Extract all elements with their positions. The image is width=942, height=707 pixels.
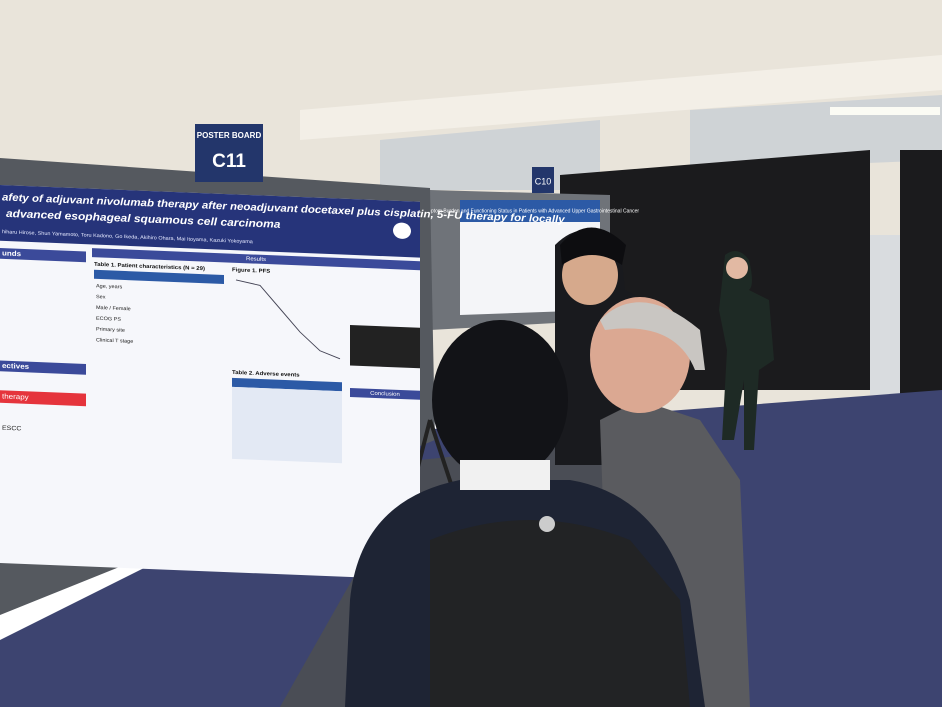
table-header: [94, 269, 224, 284]
backpack: [430, 520, 690, 707]
sign-number: C10: [535, 176, 552, 186]
table-row-label: Age, years: [96, 284, 123, 291]
section-heading: Results: [246, 256, 266, 262]
table-rows: Age, years Sex Male / Female ECOG PS Primary…: [96, 284, 133, 345]
badge: [539, 516, 555, 532]
table-row-label: Male / Female: [96, 305, 131, 312]
table-body: [232, 386, 342, 464]
table-title: Table 2. Adverse events: [232, 370, 300, 378]
second-poster-title: Symptom Burden and Functioning Status in…: [421, 208, 640, 214]
hair: [560, 227, 626, 265]
gap: [870, 235, 900, 395]
table-row-label: ECOG PS: [96, 316, 122, 323]
section-text: ESCC: [2, 425, 22, 432]
collar: [460, 460, 550, 490]
highlight-band: [0, 390, 86, 407]
section-heading: unds: [2, 249, 21, 258]
section-band: [0, 248, 86, 263]
face: [726, 257, 748, 279]
head: [432, 320, 568, 480]
figure-title: Figure 1. PFS: [232, 268, 270, 275]
km-curve: [235, 279, 341, 360]
section-band: [0, 360, 86, 375]
section-heading: ectives: [2, 361, 29, 371]
sign: [195, 124, 263, 182]
section-heading: Conclusion: [370, 391, 400, 398]
second-poster-header: [460, 200, 600, 222]
section-band: [350, 388, 420, 400]
poster-header: [0, 185, 420, 258]
table-row-label: Sex: [96, 294, 106, 300]
ceiling-light: [830, 107, 940, 115]
curtain: [900, 150, 942, 400]
sign-number: C11: [212, 151, 246, 172]
sign-label: POSTER BOARD: [197, 131, 262, 140]
hair: [600, 302, 705, 370]
person: [719, 251, 774, 450]
face: [562, 245, 618, 305]
wall-band: [300, 55, 942, 140]
poster-sheet: [0, 185, 420, 580]
table-header: [232, 377, 342, 392]
sign: [532, 167, 554, 193]
logo: [393, 222, 411, 239]
section-heading: therapy: [2, 392, 29, 402]
ct-images: [350, 325, 420, 369]
section-band: [92, 248, 420, 271]
table-row-label: Primary site: [96, 327, 125, 334]
table-row-label: Clinical T stage: [96, 338, 133, 345]
table-title: Table 1. Patient characteristics (N = 29…: [94, 262, 205, 272]
